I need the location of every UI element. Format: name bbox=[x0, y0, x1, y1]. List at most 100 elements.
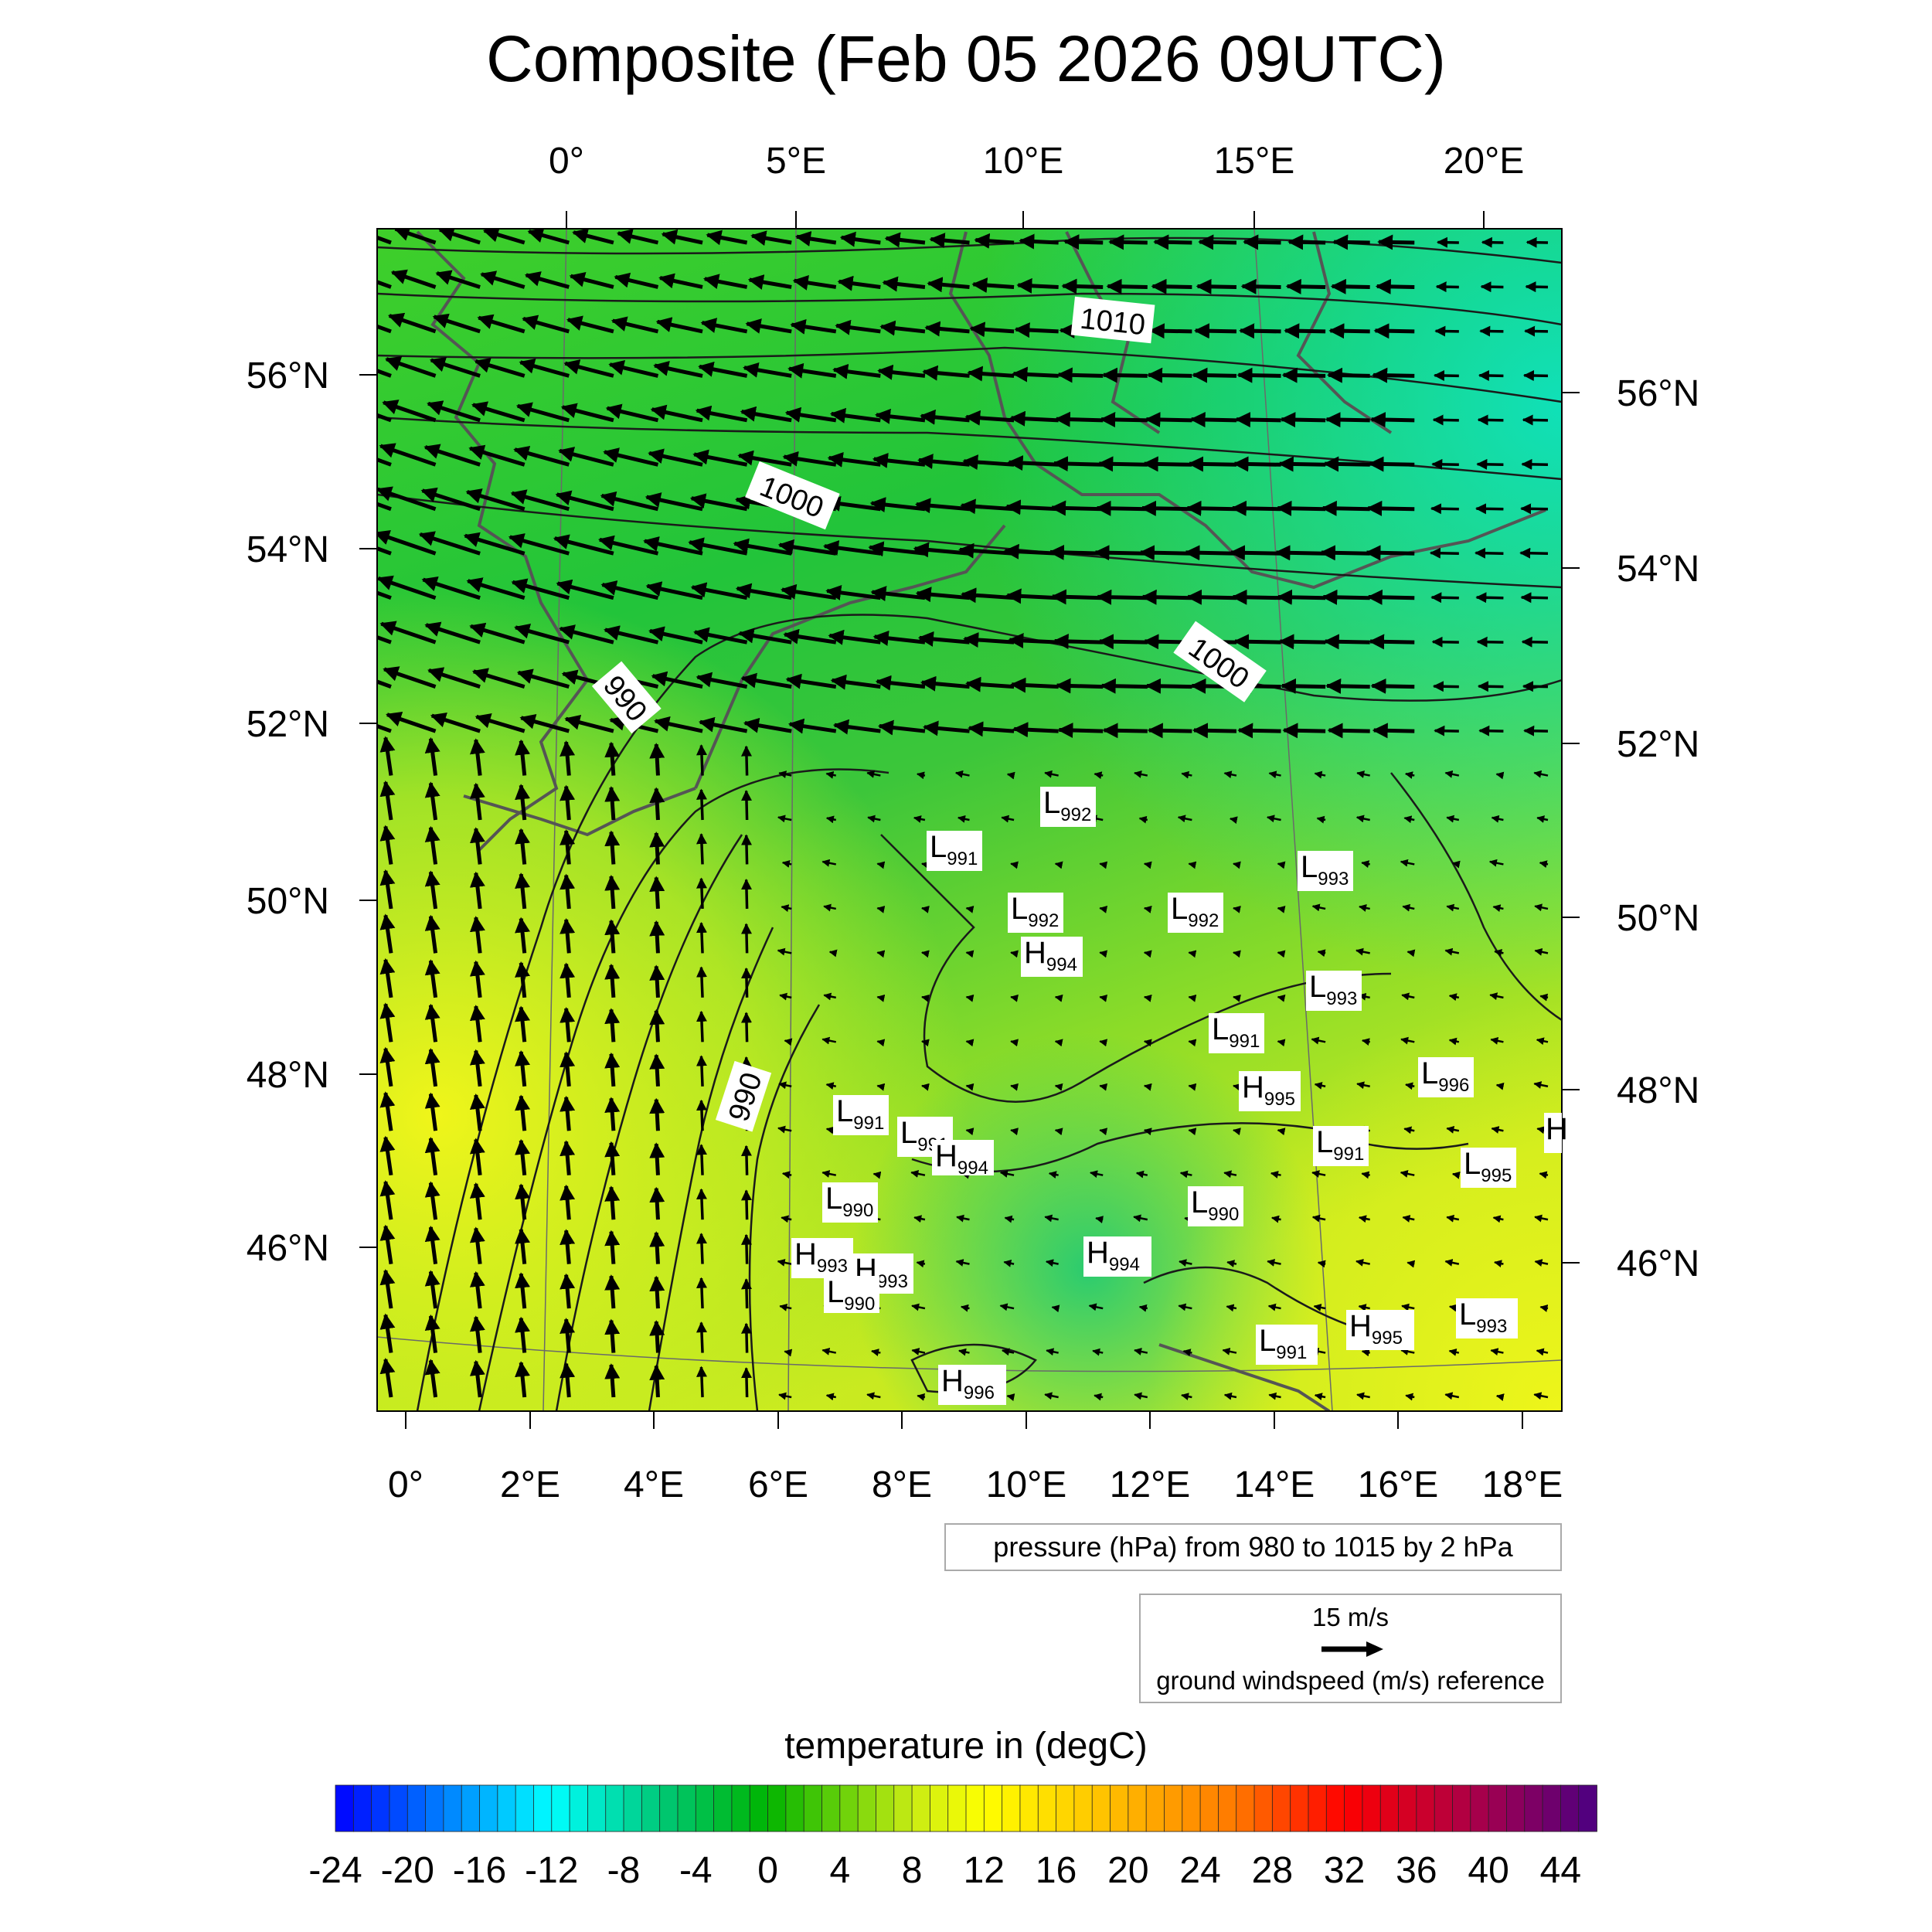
wind-arrow-icon bbox=[1317, 1260, 1326, 1268]
svg-text:H: H bbox=[1546, 1112, 1568, 1146]
wind-arrow-icon bbox=[377, 502, 392, 512]
wind-arrow-icon bbox=[1010, 994, 1019, 1002]
wind-arrow-icon bbox=[566, 315, 614, 334]
wind-arrow-icon bbox=[1278, 634, 1326, 650]
wind-arrow-icon bbox=[1539, 1171, 1549, 1179]
wind-arrow-icon bbox=[1019, 233, 1059, 250]
svg-text:L993: L993 bbox=[1459, 1298, 1507, 1337]
temperature-colorbar bbox=[335, 1784, 1597, 1832]
colorbar-cell bbox=[1578, 1784, 1597, 1832]
wind-arrow-icon bbox=[1400, 859, 1415, 867]
wind-arrow-icon bbox=[825, 1393, 837, 1401]
wind-arrow-icon bbox=[515, 739, 530, 776]
wind-arrow-icon bbox=[474, 358, 526, 378]
wind-arrow-icon bbox=[825, 1082, 837, 1090]
wind-arrow-icon bbox=[1006, 1393, 1015, 1401]
wind-arrow-icon bbox=[1223, 770, 1237, 779]
wind-arrow-icon bbox=[1188, 950, 1197, 958]
center-value: 991 bbox=[1229, 1031, 1260, 1052]
center-type: L bbox=[1043, 786, 1060, 820]
wind-arrow-icon bbox=[1092, 1348, 1104, 1356]
wind-arrow-icon bbox=[469, 871, 485, 910]
wind-arrow-icon bbox=[792, 275, 837, 291]
wind-arrow-icon bbox=[1446, 1214, 1460, 1223]
wind-arrow-icon bbox=[510, 489, 570, 512]
wind-arrow-icon bbox=[1434, 325, 1459, 337]
wind-arrow-icon bbox=[924, 321, 970, 337]
wind-arrow-icon bbox=[1055, 678, 1104, 694]
wind-arrow-icon bbox=[604, 1052, 621, 1087]
wind-arrow-icon bbox=[1270, 1171, 1281, 1179]
center-value: 993 bbox=[817, 1256, 848, 1277]
wind-arrow-icon bbox=[1277, 1039, 1286, 1047]
wind-arrow-icon bbox=[1400, 1170, 1415, 1178]
wind-arrow-icon bbox=[1356, 770, 1370, 778]
wind-arrow-icon bbox=[379, 621, 437, 645]
wind-arrow-icon bbox=[917, 454, 970, 469]
wind-arrow-icon bbox=[1143, 950, 1152, 958]
wind-arrow-icon bbox=[1192, 723, 1237, 739]
wind-arrow-icon bbox=[1233, 906, 1241, 913]
wind-arrow-icon bbox=[1356, 1392, 1370, 1400]
wind-arrow-icon bbox=[1099, 906, 1108, 913]
wind-arrow-icon bbox=[785, 673, 837, 689]
colorbar-cell bbox=[461, 1784, 481, 1832]
wind-arrow-icon bbox=[1143, 1039, 1152, 1047]
wind-arrow-icon bbox=[1534, 947, 1549, 956]
colorbar-tick-label: 24 bbox=[1179, 1850, 1220, 1891]
wind-arrow-icon bbox=[1280, 678, 1326, 694]
wind-arrow-icon bbox=[515, 828, 530, 865]
svg-text:L991: L991 bbox=[930, 830, 978, 869]
wind-arrow-icon bbox=[604, 1363, 621, 1398]
wind-arrow-icon bbox=[1010, 1039, 1019, 1047]
wind-arrow-icon bbox=[383, 666, 437, 689]
colorbar-cell bbox=[1091, 1784, 1111, 1832]
wind-arrow-icon bbox=[778, 1392, 792, 1400]
wind-arrow-icon bbox=[1372, 367, 1415, 383]
wind-arrow-icon bbox=[1054, 861, 1063, 869]
lat-label: 48°N bbox=[1617, 1070, 1699, 1111]
wind-arrow-icon bbox=[1044, 1214, 1059, 1223]
lon-label: 20°E bbox=[1444, 141, 1525, 182]
wind-arrow-icon bbox=[654, 716, 703, 733]
wind-arrow-icon bbox=[1056, 367, 1104, 383]
wind-arrow-icon bbox=[1372, 723, 1415, 739]
wind-arrow-icon bbox=[698, 716, 748, 733]
wind-arrow-icon bbox=[921, 1039, 930, 1047]
wind-arrow-icon bbox=[1222, 1347, 1237, 1355]
wind-arrow-icon bbox=[1014, 322, 1059, 338]
wind-arrow-icon bbox=[469, 1270, 485, 1309]
lon-label: 6°E bbox=[748, 1464, 808, 1505]
wind-arrow-icon bbox=[827, 451, 881, 468]
wind-arrow-icon bbox=[696, 744, 707, 776]
wind-arrow-icon bbox=[515, 1361, 530, 1398]
svg-text:H995: H995 bbox=[1242, 1070, 1295, 1110]
wind-arrow-icon bbox=[1048, 1171, 1059, 1179]
wind-arrow-icon bbox=[1403, 815, 1415, 824]
colorbar-cell bbox=[893, 1784, 913, 1832]
wind-arrow-icon bbox=[1048, 544, 1104, 560]
wind-arrow-icon bbox=[1476, 458, 1504, 470]
wind-arrow-icon bbox=[432, 313, 481, 334]
wind-arrow-icon bbox=[471, 668, 526, 689]
wind-arrow-icon bbox=[835, 319, 881, 335]
center-value: 991 bbox=[1276, 1342, 1307, 1363]
wind-arrow-icon bbox=[564, 714, 614, 733]
lat-label: 46°N bbox=[1617, 1243, 1699, 1284]
wind-arrow-icon bbox=[1063, 234, 1104, 250]
colorbar-cell bbox=[1110, 1784, 1129, 1832]
wind-arrow-icon bbox=[653, 361, 703, 378]
colorbar-cell bbox=[533, 1784, 553, 1832]
wind-arrow-icon bbox=[424, 781, 440, 821]
wind-arrow-icon bbox=[1361, 1171, 1370, 1179]
wind-arrow-icon bbox=[1223, 1170, 1237, 1179]
wind-arrow-icon bbox=[649, 964, 665, 998]
lon-label: 5°E bbox=[766, 141, 826, 182]
center-value: 996 bbox=[1438, 1075, 1469, 1096]
wind-arrow-icon bbox=[560, 962, 576, 998]
wind-arrow-icon bbox=[1401, 992, 1415, 1001]
wind-arrow-icon bbox=[560, 740, 576, 776]
wind-arrow-icon bbox=[696, 1233, 707, 1264]
wind-arrow-icon bbox=[1311, 1036, 1326, 1045]
wind-arrow-icon bbox=[1106, 278, 1148, 294]
